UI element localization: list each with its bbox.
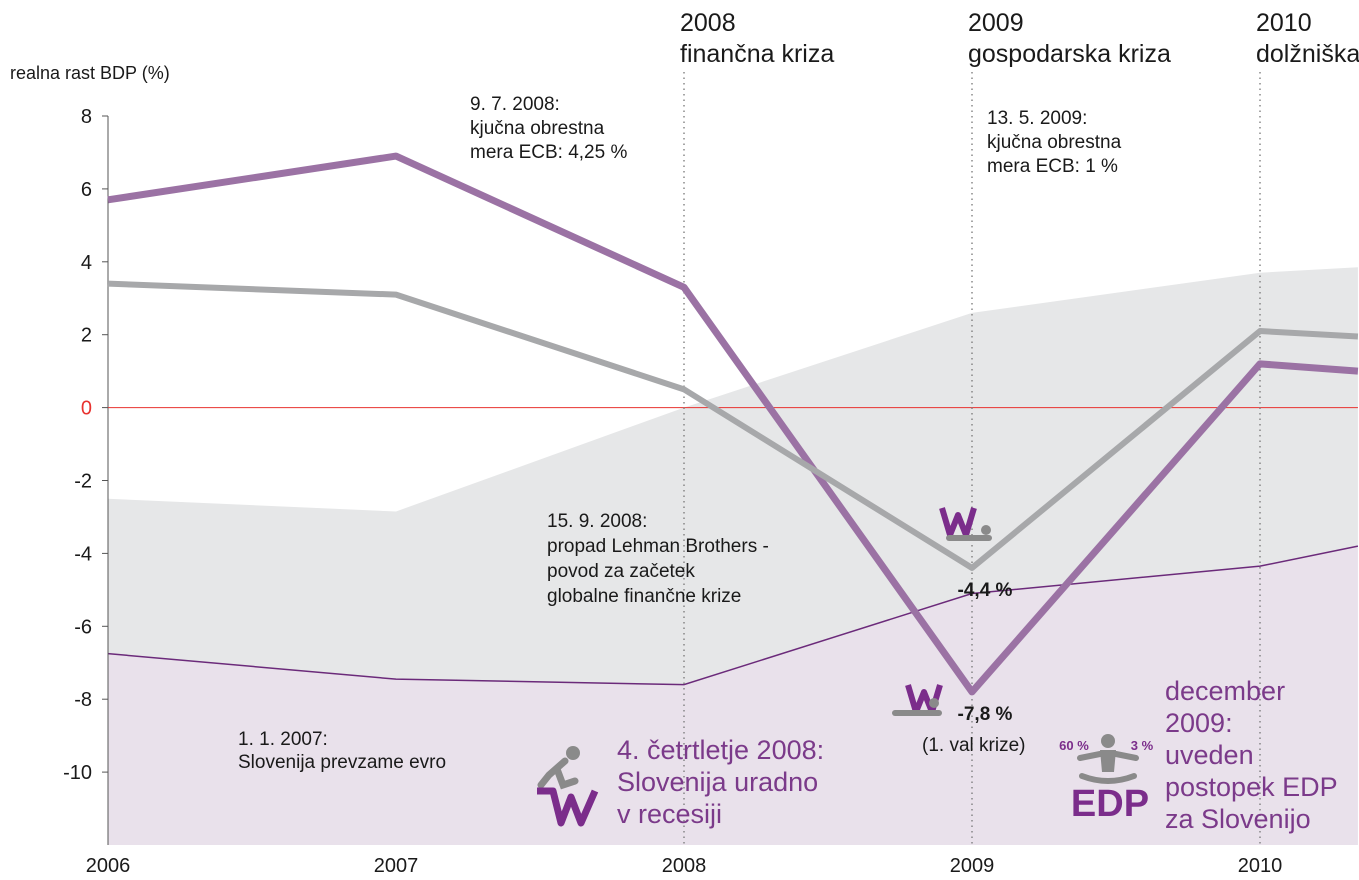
y-tick-label: 2: [81, 325, 92, 347]
annotation: 9. 7. 2008:: [470, 94, 560, 115]
icons: EDP 60 % 3 %: [537, 507, 1154, 827]
annotation: uveden: [1165, 740, 1254, 770]
x-tick-label: 2006: [86, 855, 131, 877]
icon-text: 60 %: [1059, 738, 1089, 753]
y-tick-label: -10: [63, 762, 92, 784]
annotation: v recesiji: [617, 799, 722, 829]
y-tick-label: -8: [74, 689, 92, 711]
icon-swimmer: [892, 684, 943, 716]
area-line: [107, 545, 1359, 686]
value-label: -7,8 %: [958, 704, 1013, 725]
event-label: finančna kriza: [680, 40, 834, 68]
x-tick-label: 2010: [1238, 855, 1283, 877]
annotation: globalne finančne krize: [547, 586, 741, 607]
icon-text: EDP: [1071, 783, 1149, 825]
annotation: (1. val krize): [922, 735, 1025, 756]
value-label: -4,4 %: [958, 580, 1013, 601]
annotation: 13. 5. 2009:: [987, 108, 1087, 129]
annotation: mera ECB: 1 %: [987, 156, 1118, 177]
plot: 8 6 4 2 0 -2 -4 -6 -8 -10 2006 2007 2008 2009 2010 2008…: [63, 9, 1359, 877]
icon-swimmer: [939, 507, 992, 541]
annotation: Slovenija prevzame evro: [238, 752, 446, 773]
annotation: kjučna obrestna: [987, 132, 1122, 153]
annotation: 15. 9. 2008:: [547, 511, 647, 532]
event-label: dolžniška: [1256, 40, 1359, 68]
y-tick-label: 0: [81, 398, 92, 420]
y-tick-label: -6: [74, 616, 92, 638]
y-tick-label: -2: [74, 471, 92, 493]
annotation: 4. četrtletje 2008:: [617, 735, 824, 765]
annotation: postopek EDP: [1165, 772, 1338, 802]
icon-falling: [537, 746, 599, 827]
y-tick-label: -4: [74, 543, 92, 565]
annotation: 1. 1. 2007:: [238, 729, 328, 750]
event-label: gospodarska kriza: [968, 40, 1171, 68]
icon-text: 3 %: [1131, 738, 1154, 753]
area: [108, 267, 1358, 685]
annotation: Slovenija uradno: [617, 767, 818, 797]
annotation: kjučna obrestna: [470, 118, 605, 139]
annotation: propad Lehman Brothers -: [547, 536, 769, 557]
annotation: povod za začetek: [547, 561, 695, 582]
series-line: [107, 152, 1359, 696]
icon-meditate: [1077, 734, 1139, 784]
event-label: 2009: [968, 9, 1024, 37]
annotation: mera ECB: 4,25 %: [470, 142, 627, 163]
series-line: [107, 280, 1359, 571]
event-label: 2010: [1256, 9, 1312, 37]
x-tick-label: 2007: [374, 855, 419, 877]
x-tick-label: 2009: [950, 855, 995, 877]
annotation: za Slovenijo: [1165, 804, 1311, 834]
y-tick-label: 6: [81, 179, 92, 201]
event-label: 2008: [680, 9, 736, 37]
area: [108, 546, 1358, 845]
annotation: december: [1165, 676, 1285, 706]
y-tick-label: 8: [81, 106, 92, 128]
x-tick-label: 2008: [662, 855, 707, 877]
annotation: 2009:: [1165, 708, 1233, 738]
y-tick-label: 4: [81, 252, 92, 274]
y-axis-label: realna rast BDP (%): [10, 63, 170, 83]
